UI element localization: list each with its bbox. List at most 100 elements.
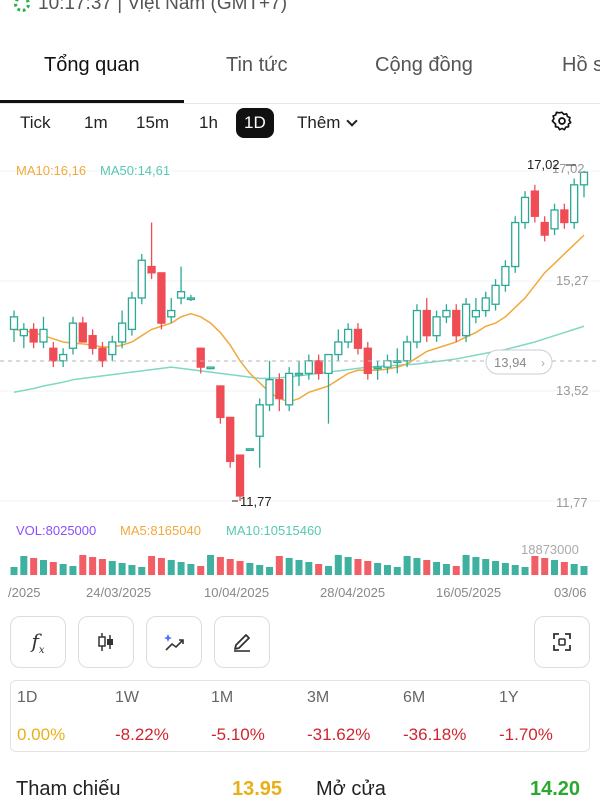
volume-bar <box>246 563 254 575</box>
volume-max-label: 18873000 <box>521 542 579 557</box>
candle-body <box>511 221 520 268</box>
price-chart[interactable]: MA10:16,16 MA50:14,61 13,94 › 17,02 15,2… <box>0 145 600 607</box>
tab-overview[interactable]: Tổng quan <box>44 54 140 76</box>
volume-bar <box>462 555 470 575</box>
low-price-annotation: 11,77 <box>240 494 272 509</box>
volume-bar <box>226 559 234 575</box>
candle-body <box>88 335 97 349</box>
volume-bar <box>236 561 244 575</box>
candle-body <box>285 372 294 406</box>
candle-body <box>117 322 127 343</box>
volume-bar <box>580 566 588 575</box>
settings-gear-icon[interactable] <box>551 110 573 132</box>
candle-body <box>550 209 559 230</box>
chart-toolbar: fx <box>0 616 600 670</box>
tab-news[interactable]: Tin tức <box>226 54 288 76</box>
high-price-annotation: 17,02 <box>527 157 560 172</box>
fullscreen-button[interactable] <box>534 616 590 668</box>
y-axis-label: 11,77 <box>556 495 588 510</box>
period-label[interactable]: 1W <box>115 689 139 706</box>
volume-bar <box>531 556 539 575</box>
volume-bar <box>138 567 146 575</box>
tab-profile[interactable]: Hồ s <box>562 54 600 76</box>
candle-body <box>137 259 146 299</box>
candle-body <box>324 353 333 375</box>
volume-bar <box>256 565 264 575</box>
volume-bar <box>305 562 313 575</box>
candle-body <box>471 309 481 318</box>
volume-bar <box>334 555 342 575</box>
timeframe-15m[interactable]: 15m <box>136 113 170 132</box>
candle-body <box>412 309 422 343</box>
y-axis-label: 15,27 <box>556 273 589 288</box>
more-timeframes-dropdown[interactable]: Thêm <box>297 108 359 138</box>
function-icon: fx <box>31 628 45 656</box>
indicator-button[interactable]: fx <box>10 616 66 668</box>
volume-bar <box>89 557 97 575</box>
ma50-label: MA50:14,61 <box>100 163 170 178</box>
timeframe-1h[interactable]: 1h <box>199 113 218 132</box>
candle-body <box>402 341 412 362</box>
volume-bar <box>511 565 519 575</box>
tab-community[interactable]: Cộng đồng <box>375 54 473 76</box>
candle-body <box>186 297 196 301</box>
volume-bar <box>108 561 116 575</box>
volume-bar <box>98 559 106 575</box>
volume-bar <box>216 557 224 575</box>
volume-bar <box>295 560 303 575</box>
candle-body <box>422 309 431 337</box>
candle-body <box>167 309 176 318</box>
period-change: -1.70% <box>499 725 553 744</box>
candle-body <box>206 366 215 370</box>
candle-body <box>19 328 28 337</box>
volume-bar <box>275 556 283 575</box>
candle-body <box>491 284 500 305</box>
timeframe-bar: Tick 1m 15m 1h 1D Thêm <box>0 104 600 140</box>
chart-grid <box>0 170 600 502</box>
current-price-value: 13,94 <box>494 355 527 370</box>
volume-bars <box>10 555 588 575</box>
candle-body <box>579 171 589 186</box>
period-change: -36.18% <box>403 725 467 744</box>
period-change: -31.62% <box>307 725 371 744</box>
candle-body <box>560 209 569 224</box>
volume-ma5-label: MA5:8165040 <box>120 523 201 538</box>
timeframe-1d[interactable]: 1D <box>236 108 274 138</box>
period-change: -5.10% <box>211 725 265 744</box>
sync-icon <box>14 0 30 12</box>
volume-bar <box>364 561 372 575</box>
candle-body <box>343 328 353 343</box>
timeframe-tick[interactable]: Tick <box>20 113 51 132</box>
candle-body <box>452 309 461 337</box>
timeframe-1m[interactable]: 1m <box>84 113 108 132</box>
volume-bar <box>207 555 215 575</box>
candle-body <box>461 303 471 337</box>
candle-body <box>275 379 284 400</box>
period-label[interactable]: 1D <box>17 689 38 706</box>
period-label[interactable]: 6M <box>403 689 426 706</box>
current-price-badge[interactable] <box>485 349 553 375</box>
ai-analysis-button[interactable] <box>146 616 202 668</box>
volume-bar <box>374 563 382 575</box>
volume-bar <box>20 556 28 575</box>
volume-bar <box>10 567 18 575</box>
period-label[interactable]: 1M <box>211 689 234 706</box>
draw-button[interactable] <box>214 616 270 668</box>
candle-body <box>9 316 19 331</box>
x-axis-label: 10/04/2025 <box>204 585 269 600</box>
candle-body <box>265 379 274 406</box>
volume-bar <box>492 561 500 575</box>
tab-bar: Tổng quan Tin tức Cộng đồng Hồ s <box>0 26 600 104</box>
volume-bar <box>187 564 195 575</box>
candle-body <box>304 360 313 375</box>
period-label[interactable]: 1Y <box>499 689 519 706</box>
volume-bar <box>344 557 352 575</box>
chart-type-button[interactable] <box>78 616 134 668</box>
candle-body <box>58 353 68 362</box>
active-tab-indicator <box>0 100 184 103</box>
period-label[interactable]: 3M <box>307 689 330 706</box>
volume-bar <box>423 560 431 575</box>
candle-body <box>226 416 235 463</box>
reference-price-row: Tham chiếu 13.95 Mở cửa 14.20 <box>0 778 600 808</box>
candle-body <box>353 328 363 349</box>
